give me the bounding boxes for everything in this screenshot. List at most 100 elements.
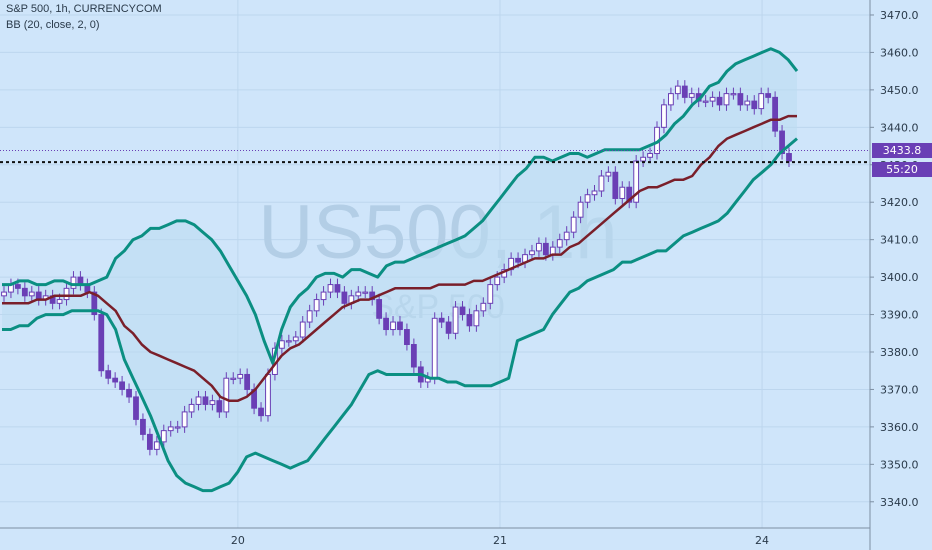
candle-body (341, 291, 348, 304)
candle-body (668, 93, 674, 106)
candle-body (91, 291, 98, 316)
candle-body (21, 287, 28, 297)
candle-body (112, 377, 119, 383)
y-tick-label: 3420.0 (880, 196, 919, 209)
candle-body (765, 93, 772, 98)
candle-body (688, 93, 695, 98)
candle-body (633, 160, 640, 203)
candle-body (494, 276, 501, 286)
candle-body (674, 85, 681, 95)
candle-body (140, 418, 146, 435)
candle-body (285, 340, 292, 343)
candle-body (292, 336, 299, 342)
candle-body (598, 175, 605, 192)
candle-body (334, 284, 341, 293)
candle-body (216, 400, 223, 413)
candle-body (320, 291, 327, 301)
candle-body (181, 411, 188, 428)
candle-body (466, 314, 473, 327)
candle-body (709, 96, 716, 102)
candle-body (605, 171, 612, 177)
candle-body (244, 373, 251, 390)
candle-body (431, 317, 438, 379)
candle-body (174, 426, 181, 429)
last-price-label: 3433.8 (872, 142, 932, 158)
candle-body (119, 381, 125, 390)
candle-body (786, 153, 792, 162)
candle-body (480, 302, 487, 312)
candle-body (98, 314, 105, 372)
candle-body (258, 407, 264, 417)
candle-body (487, 284, 494, 304)
y-tick-label: 3410.0 (880, 234, 919, 247)
candle-body (278, 340, 285, 349)
candle-body (153, 441, 160, 450)
candle-body (626, 186, 633, 203)
y-tick-label: 3450.0 (880, 84, 919, 97)
candle-body (355, 291, 362, 297)
candle-body (265, 373, 271, 417)
candle-body (70, 276, 77, 289)
candle-body (1, 291, 7, 297)
candle-body (404, 329, 410, 346)
candle-body (619, 186, 626, 199)
candle-body (160, 430, 167, 443)
candle-body (647, 153, 653, 158)
upper-band-line (2, 47, 799, 365)
candle-body (612, 171, 619, 199)
x-tick-label: 20 (231, 534, 245, 547)
candle-body (195, 396, 202, 405)
y-tick-label: 3390.0 (880, 309, 919, 322)
candle-body (681, 85, 688, 98)
candle-body (515, 257, 521, 263)
candle-body (459, 306, 466, 316)
candle-body (556, 239, 563, 248)
candle-body (390, 321, 396, 331)
y-tick-label: 3470.0 (880, 9, 919, 22)
candle-body (223, 377, 230, 413)
candle-body (452, 306, 459, 334)
candle-body (445, 321, 452, 334)
candle-body (584, 194, 591, 203)
y-tick-label: 3400.0 (880, 271, 919, 284)
candle-body (313, 299, 320, 312)
candle-body (410, 344, 417, 368)
candle-body (542, 242, 549, 256)
candle-body (772, 96, 779, 132)
candle-body (299, 321, 306, 338)
candle-body (640, 156, 647, 162)
countdown-label: 55:20 (872, 162, 932, 178)
price-axis (870, 0, 932, 550)
candle-body (438, 317, 445, 323)
candle-body (737, 93, 744, 106)
candle-body (237, 373, 244, 379)
candle-body (383, 317, 389, 331)
candle-body (63, 287, 70, 301)
candle-body (56, 299, 63, 304)
candle-body (536, 242, 542, 252)
candle-body (563, 231, 570, 241)
y-tick-label: 3340.0 (880, 496, 919, 509)
candle-body (744, 100, 751, 106)
lower-band-line (2, 137, 798, 493)
indicator-legend: BB (20, close, 2, 0) (6, 19, 100, 31)
candle-body (209, 400, 216, 405)
candle-body (167, 426, 174, 432)
candle-body (397, 321, 403, 331)
candle-body (230, 377, 237, 380)
candle-body (28, 291, 35, 297)
y-tick-label: 3440.0 (880, 121, 919, 134)
candle-body (306, 310, 313, 323)
x-tick-label: 24 (755, 534, 769, 547)
candle-body (146, 433, 153, 450)
candle-body (591, 190, 598, 196)
candle-body (723, 93, 730, 106)
candle-body (702, 100, 709, 103)
candle-body (376, 299, 383, 319)
band-fill (2, 48, 797, 491)
y-tick-label: 3460.0 (880, 46, 919, 59)
candle-body (327, 284, 334, 293)
candle-body (105, 370, 112, 379)
